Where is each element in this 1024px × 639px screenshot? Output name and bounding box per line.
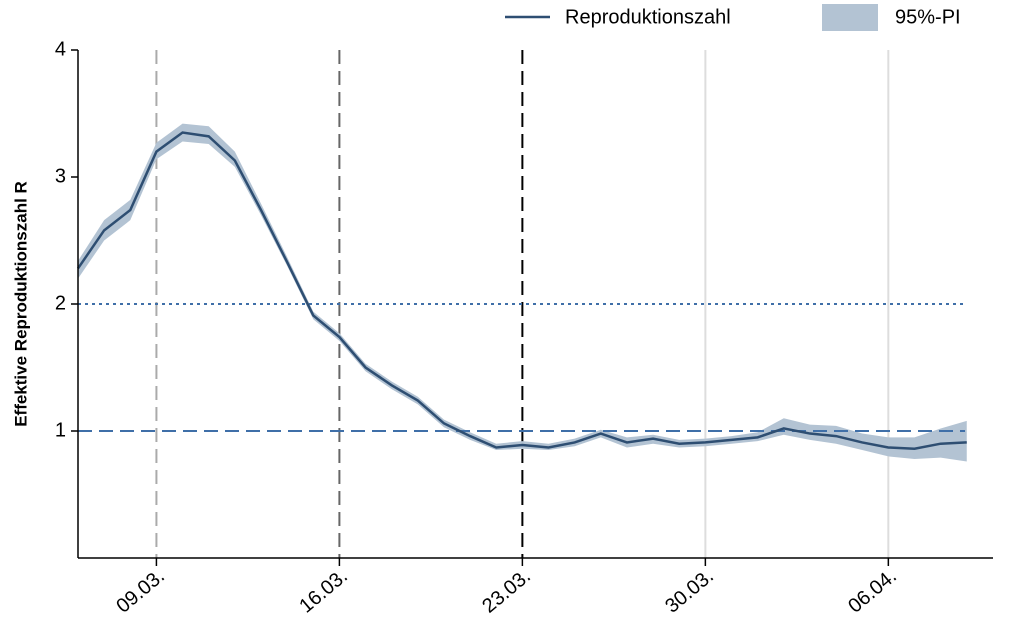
legend-label: 95%-PI <box>895 6 961 28</box>
x-tick-label: 30.03. <box>661 565 718 618</box>
x-tick-label: 23.03. <box>478 565 535 618</box>
data-line <box>76 131 967 451</box>
y-tick-label: 2 <box>55 292 66 314</box>
legend-label: Reproduktionszahl <box>565 6 731 28</box>
x-tick-label: 06.04. <box>844 565 901 618</box>
x-tick-label: 09.03. <box>112 565 169 618</box>
y-tick-label: 4 <box>55 38 66 60</box>
y-tick-label: 3 <box>55 165 66 187</box>
y-tick-label: 1 <box>55 419 66 441</box>
y-axis-label: Effektive Reproduktionszahl R <box>11 181 30 427</box>
x-tick-label: 16.03. <box>295 565 352 618</box>
legend-swatch <box>822 4 878 31</box>
